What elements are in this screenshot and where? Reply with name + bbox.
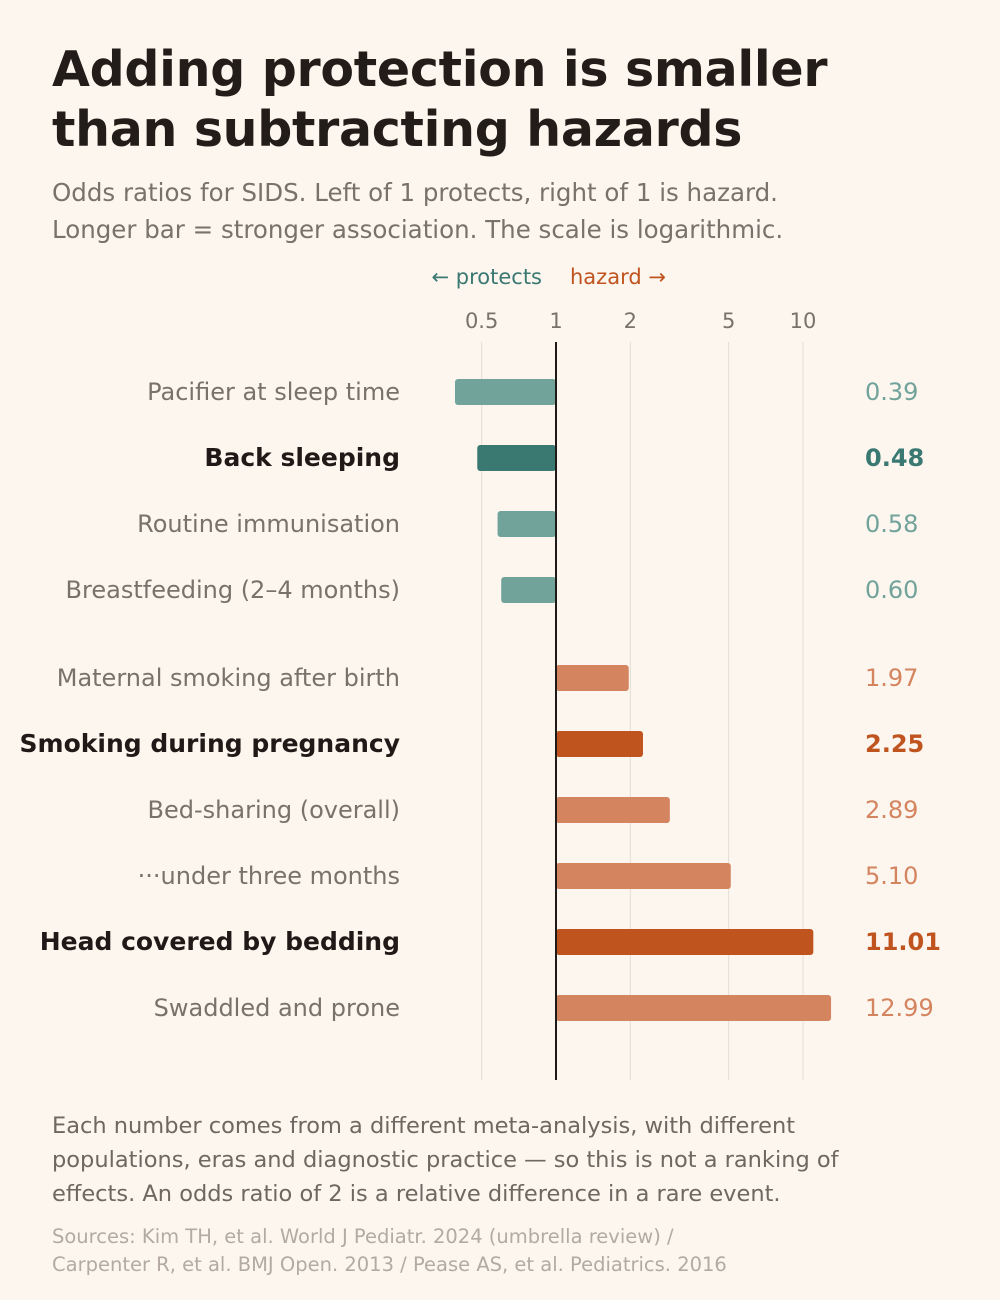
direction-label-hazard: hazard → — [570, 265, 666, 289]
category-label: Breastfeeding (2–4 months) — [66, 576, 400, 604]
category-label: Smoking during pregnancy — [20, 729, 400, 758]
value-label: 0.48 — [865, 444, 924, 472]
title-line-1: Adding protection is smaller — [52, 41, 828, 98]
category-label: Maternal smoking after birth — [57, 664, 400, 692]
value-label: 0.58 — [865, 510, 918, 538]
x-tick-label: 10 — [790, 309, 817, 333]
x-tick-label: 0.5 — [465, 309, 498, 333]
sources-line-2: Carpenter R, et al. BMJ Open. 2013 / Pea… — [52, 1253, 727, 1276]
footnote-line-1: Each number comes from a different meta-… — [52, 1113, 796, 1139]
subtitle-line-2: Longer bar = stronger association. The s… — [52, 215, 784, 244]
category-label: Back sleeping — [204, 443, 400, 472]
footnote-line-3: effects. An odds ratio of 2 is a relativ… — [52, 1181, 781, 1207]
x-tick-label: 5 — [722, 309, 735, 333]
subtitle-line-1: Odds ratios for SIDS. Left of 1 protects… — [52, 178, 778, 207]
footnote: Each number comes from a different meta-… — [52, 1109, 952, 1211]
bar — [556, 929, 814, 955]
category-label: Head covered by bedding — [40, 927, 400, 956]
bar — [501, 577, 556, 603]
bar — [556, 665, 629, 691]
sources: Sources: Kim TH, et al. World J Pediatr.… — [52, 1223, 952, 1279]
title-line-2: than subtracting hazards — [52, 101, 743, 158]
value-label: 5.10 — [865, 862, 918, 890]
x-tick-label: 1 — [549, 309, 562, 333]
x-tick-label: 2 — [624, 309, 637, 333]
value-label: 1.97 — [865, 664, 918, 692]
category-label: Pacifier at sleep time — [147, 378, 400, 406]
bar — [477, 445, 556, 471]
value-label: 2.25 — [865, 730, 924, 758]
bar — [556, 863, 731, 889]
value-label: 0.60 — [865, 576, 918, 604]
category-label: Routine immunisation — [137, 510, 400, 538]
subtitle: Odds ratios for SIDS. Left of 1 protects… — [52, 174, 952, 248]
value-label: 12.99 — [865, 994, 934, 1022]
value-label: 11.01 — [865, 928, 941, 956]
page-title: Adding protection is smaller than subtra… — [52, 40, 952, 160]
bar — [556, 995, 832, 1021]
odds-ratio-chart: ← protects hazard → 0.5 1 2 5 10 Pacifier at sl… — [20, 265, 941, 1080]
bar — [497, 511, 556, 537]
direction-label-protects: ← protects — [432, 265, 543, 289]
bar — [556, 731, 643, 757]
footnote-line-2: populations, eras and diagnostic practic… — [52, 1147, 839, 1173]
bar — [556, 797, 670, 823]
value-label: 2.89 — [865, 796, 918, 824]
value-label: 0.39 — [865, 378, 918, 406]
bar — [454, 379, 556, 405]
category-label: ···under three months — [138, 862, 400, 890]
sources-line-1: Sources: Kim TH, et al. World J Pediatr.… — [52, 1225, 674, 1248]
category-label: Bed-sharing (overall) — [148, 796, 400, 824]
category-label: Swaddled and prone — [154, 994, 400, 1022]
